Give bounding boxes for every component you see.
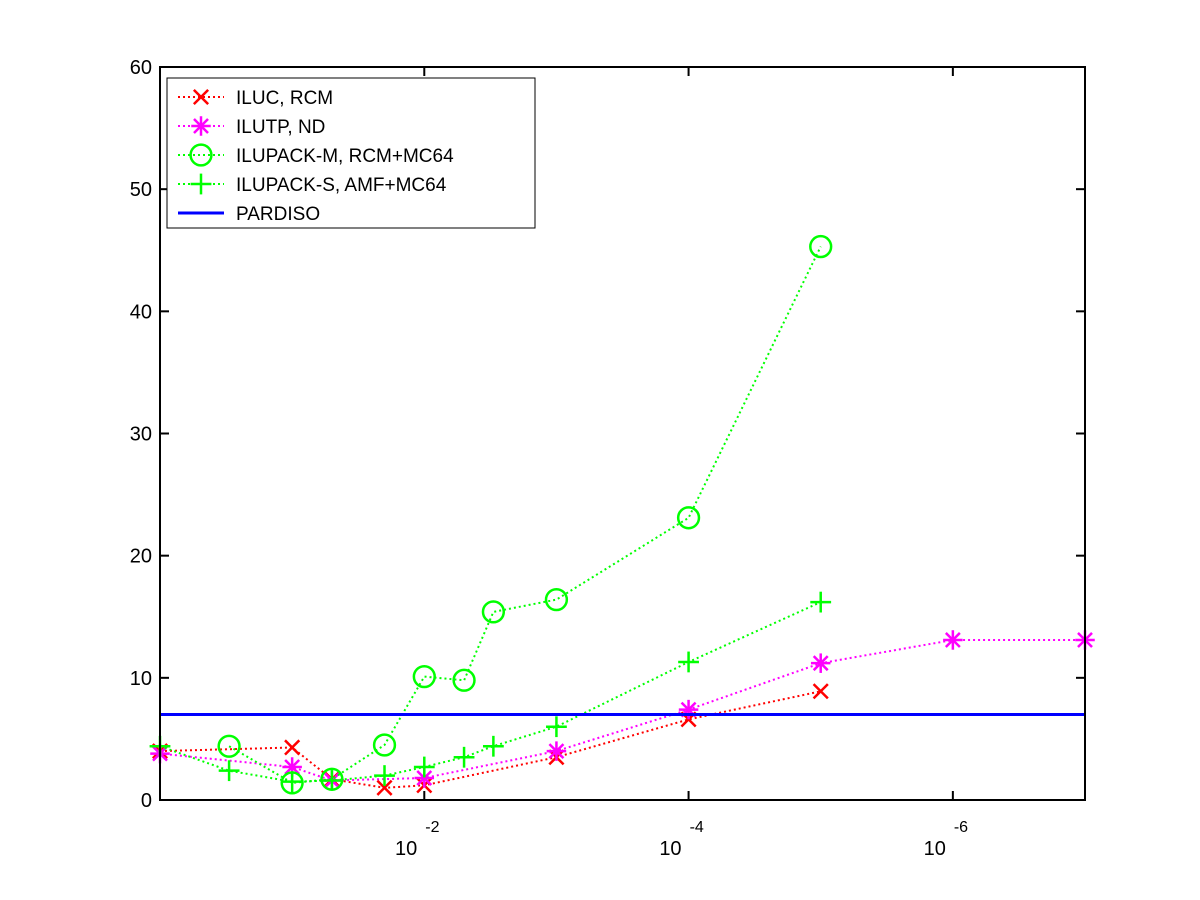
circle-marker xyxy=(809,234,833,259)
y-tick-label: 10 xyxy=(130,668,152,690)
legend-entry: PARDISO xyxy=(178,204,320,225)
star-marker xyxy=(944,632,961,648)
circle-marker xyxy=(481,600,506,624)
y-tick-label: 40 xyxy=(130,301,152,323)
legend-label: PARDISO xyxy=(236,204,320,225)
legend-entry: ILUTP, ND xyxy=(178,116,325,138)
star-marker xyxy=(284,759,301,775)
series-line xyxy=(228,246,822,784)
x-marker xyxy=(812,683,829,700)
y-tick-label: 0 xyxy=(141,790,152,812)
star-marker xyxy=(193,118,209,134)
circle-marker xyxy=(189,143,213,167)
x-marker xyxy=(192,88,210,106)
star-marker xyxy=(416,770,433,786)
legend-label: ILUTP, ND xyxy=(236,117,325,138)
legend-label: ILUPACK-M, RCM+MC64 xyxy=(236,146,454,167)
x-marker xyxy=(284,739,301,756)
circle-marker xyxy=(217,734,241,758)
axis-ticks: 0 10 20 30 40 50 60 10 -2 10 -4 10 -6 xyxy=(130,57,1085,860)
legend-label: ILUC, RCM xyxy=(236,88,333,109)
x-marker xyxy=(376,779,393,796)
plot-marks xyxy=(149,234,1095,796)
circle-marker xyxy=(676,506,701,530)
x-tick-label-exponent: -2 xyxy=(425,819,439,836)
legend-entry: ILUC, RCM xyxy=(178,88,333,109)
legend-entry: ILUPACK-S, AMF+MC64 xyxy=(178,173,447,196)
star-marker xyxy=(812,655,829,672)
x-tick-label-exponent: -6 xyxy=(954,819,968,836)
y-tick-label: 20 xyxy=(130,546,152,568)
series-line xyxy=(159,639,1085,782)
legend-label: ILUPACK-S, AMF+MC64 xyxy=(236,175,447,196)
x-tick-label-exponent: -4 xyxy=(690,819,704,836)
x-tick-label-base: 10 xyxy=(924,838,946,860)
legend-box xyxy=(166,77,536,229)
y-tick-label: 50 xyxy=(130,179,152,201)
star-marker xyxy=(548,743,565,760)
y-tick-label: 60 xyxy=(130,57,152,79)
circle-marker xyxy=(544,587,569,612)
circle-marker xyxy=(412,664,436,689)
y-tick-label: 30 xyxy=(130,424,152,446)
circle-marker xyxy=(372,733,397,757)
x-tick-label-base: 10 xyxy=(395,838,417,860)
legend-entry: ILUPACK-M, RCM+MC64 xyxy=(178,143,454,167)
legend: ILUC, RCM ILUTP, ND ILUPACK-M, RCM+MC64 ILU… xyxy=(166,77,536,229)
x-tick-label-base: 10 xyxy=(659,838,681,860)
circle-marker xyxy=(452,668,476,692)
